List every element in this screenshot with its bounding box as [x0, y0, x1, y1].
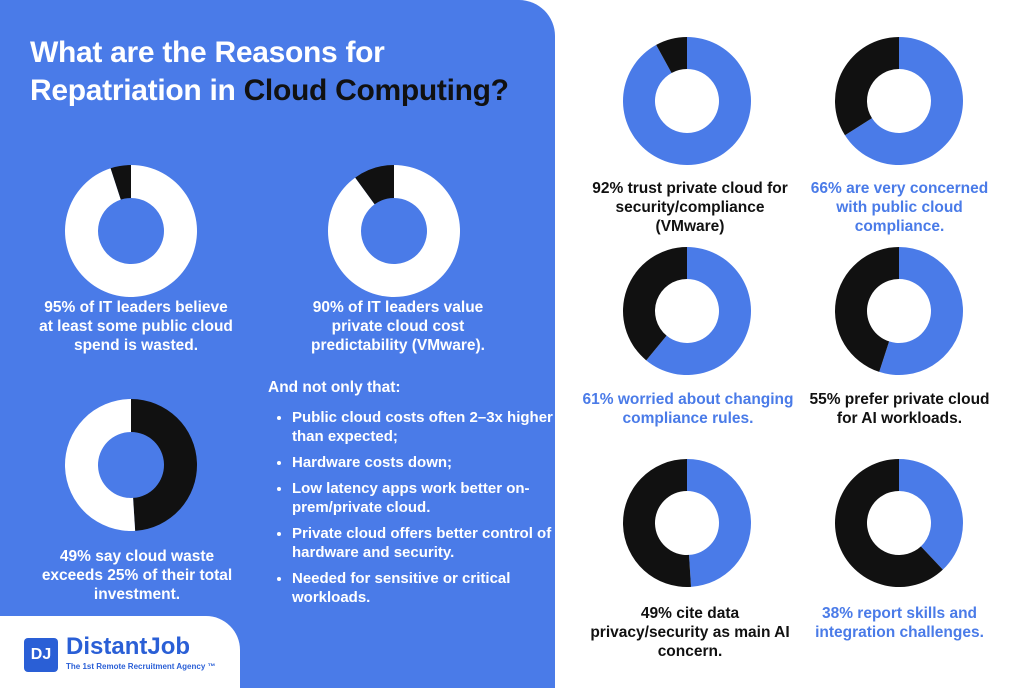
title-line-2-prefix: Repatriation in [30, 74, 244, 107]
donut-1-slice-2 [110, 165, 131, 200]
caption-7: 55% prefer private cloud for AI workload… [809, 391, 990, 427]
extras-item-1: Public cloud costs often 2–3x higher tha… [292, 408, 557, 446]
donut-7-slice-2 [835, 247, 899, 372]
donut-4-slice-2 [656, 37, 687, 73]
donut-6-slice-2 [623, 247, 687, 361]
donut-2-slice-2 [355, 165, 394, 205]
donut-4-slice-1 [623, 37, 751, 166]
donut-chart-6 [623, 247, 751, 375]
caption-6: 61% worried about changing compliance ru… [582, 391, 794, 427]
caption-5: 66% are very concerned with public cloud… [810, 180, 989, 235]
caption-9: 38% report skills and integration challe… [815, 605, 984, 641]
donut-chart-8 [623, 459, 752, 587]
extras-item-5: Needed for sensitive or critical workloa… [292, 569, 557, 607]
extras-heading: And not only that: [268, 379, 401, 396]
donut-2-slice-1 [328, 165, 460, 297]
title-line-2: Repatriation in Cloud Computing? [30, 72, 550, 110]
donut-chart-5 [835, 37, 963, 166]
logo[interactable]: DJ DistantJob The 1st Remote Recruitment… [0, 616, 240, 688]
donut-3-slice-1 [131, 399, 198, 531]
caption-2: 90% of IT leaders value private cloud co… [311, 299, 485, 354]
donut-chart-7 [835, 247, 963, 375]
logo-name: DistantJob [66, 633, 191, 660]
donut-9-slice-1 [899, 459, 963, 570]
donut-chart-1 [65, 165, 197, 297]
extras-item-3: Low latency apps work better on-prem/pri… [292, 479, 557, 517]
caption-1: 95% of IT leaders believe at least some … [39, 299, 233, 354]
logo-mark-icon: DJ [24, 638, 58, 672]
caption-8: 49% cite data privacy/security as main A… [590, 605, 790, 660]
donut-8-slice-1 [687, 459, 752, 587]
donut-chart-3 [65, 399, 198, 531]
extras-item-4: Private cloud offers better control of h… [292, 524, 557, 562]
donut-5-slice-2 [835, 37, 899, 136]
donut-5-slice-1 [844, 37, 963, 166]
donut-chart-2 [328, 165, 460, 297]
donut-3-slice-2 [65, 399, 136, 531]
extras-list: Public cloud costs often 2–3x higher tha… [270, 408, 557, 614]
caption-4: 92% trust private cloud for security/com… [592, 180, 788, 235]
donut-8-slice-2 [623, 459, 692, 587]
logo-tagline: The 1st Remote Recruitment Agency ™ [66, 662, 216, 671]
donut-6-slice-1 [646, 247, 751, 375]
title-highlight: Cloud Computing? [243, 74, 509, 107]
title-line-1: What are the Reasons for [30, 36, 385, 69]
donut-9-slice-2 [835, 459, 943, 587]
left-panel [0, 0, 555, 688]
donut-1-slice-1 [65, 165, 197, 297]
extras-item-2: Hardware costs down; [292, 453, 557, 472]
caption-3: 49% say cloud waste exceeds 25% of their… [41, 548, 233, 603]
donut-7-slice-1 [879, 247, 963, 375]
page-title: What are the Reasons for Repatriation in… [30, 34, 550, 110]
donut-chart-9 [835, 459, 963, 587]
donut-chart-4 [623, 37, 751, 166]
